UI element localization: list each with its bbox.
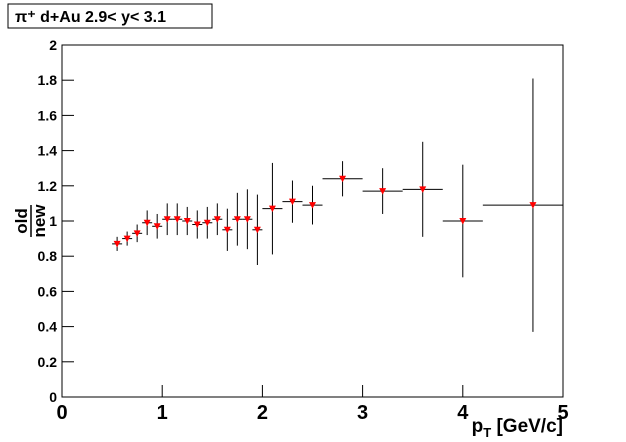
y-tick-label: 2 bbox=[49, 37, 57, 53]
marker bbox=[143, 219, 151, 227]
marker bbox=[379, 188, 387, 195]
y-tick-label: 1.4 bbox=[38, 143, 58, 159]
x-tick-label: 2 bbox=[257, 402, 268, 424]
marker bbox=[223, 226, 231, 234]
marker bbox=[288, 198, 296, 206]
marker bbox=[113, 240, 121, 248]
y-label-numerator: old bbox=[12, 208, 31, 234]
marker bbox=[339, 175, 347, 183]
y-label: old new bbox=[12, 204, 49, 238]
marker bbox=[183, 218, 191, 225]
marker bbox=[233, 216, 241, 223]
x-tick-label: 1 bbox=[157, 402, 168, 424]
x-tick-label: 4 bbox=[457, 402, 469, 424]
marker bbox=[153, 223, 161, 230]
x-tick-label: 3 bbox=[357, 402, 368, 424]
marker bbox=[163, 216, 171, 223]
x-label-main: p bbox=[472, 416, 484, 437]
marker bbox=[173, 216, 181, 223]
y-tick-label: 0 bbox=[49, 389, 57, 405]
y-tick-label: 1.8 bbox=[38, 72, 58, 88]
marker bbox=[459, 218, 467, 225]
y-label-denominator: new bbox=[30, 204, 49, 238]
x-tick-label: 0 bbox=[56, 402, 67, 424]
marker bbox=[123, 235, 131, 243]
marker bbox=[213, 216, 221, 223]
title-box bbox=[7, 3, 213, 29]
y-tick-label: 1 bbox=[49, 213, 57, 229]
x-label-sub: T bbox=[483, 425, 491, 440]
marker bbox=[268, 205, 276, 213]
y-tick-label: 0.8 bbox=[38, 248, 58, 264]
chart-title: π⁺ d+Au 2.9< y< 3.1 bbox=[15, 9, 166, 26]
marker bbox=[419, 186, 427, 193]
y-tick-label: 0.2 bbox=[38, 354, 58, 370]
marker bbox=[529, 202, 537, 209]
y-tick-label: 0.6 bbox=[38, 283, 58, 299]
marker bbox=[243, 216, 251, 223]
x-label-rest: [GeV/c] bbox=[491, 416, 563, 437]
y-tick-label: 1.6 bbox=[38, 107, 58, 123]
x-tick-label: 5 bbox=[557, 402, 568, 424]
marker bbox=[133, 230, 141, 237]
marker bbox=[203, 219, 211, 227]
marker bbox=[193, 221, 201, 229]
y-tick-label: 0.4 bbox=[38, 319, 58, 335]
marker bbox=[309, 202, 316, 209]
marker bbox=[253, 226, 261, 234]
y-tick-label: 1.2 bbox=[38, 178, 58, 194]
x-label: pT [GeV/c] bbox=[472, 416, 563, 440]
